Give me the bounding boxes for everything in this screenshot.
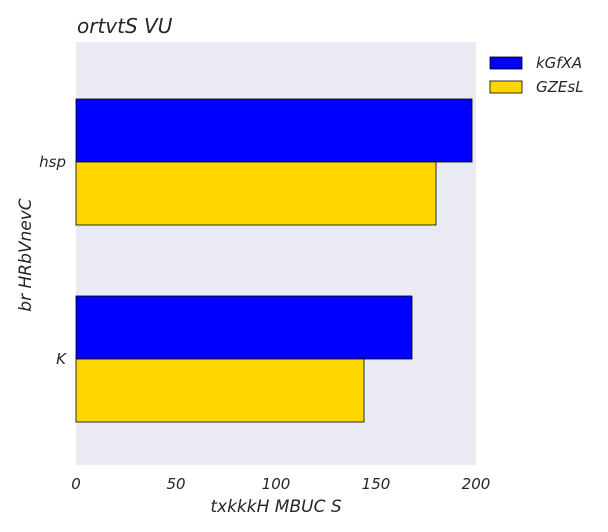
x-tick-label: 200	[462, 475, 491, 493]
legend-label-kGfXA: kGfXA	[536, 54, 582, 72]
legend-swatch-kGfXA	[489, 56, 523, 70]
bar-kGfXA-K	[75, 295, 413, 360]
x-tick-labels: 0 50 100 150 200	[71, 475, 490, 493]
x-tick-label: 150	[362, 475, 391, 493]
bars	[75, 98, 473, 423]
x-tick-label: 100	[262, 475, 291, 493]
x-axis-label: txkkkH MBUC S	[210, 497, 341, 517]
x-tick-label: 50	[166, 475, 185, 493]
x-tick-label: 0	[71, 475, 81, 493]
legend: kGfXA GZEsL	[489, 54, 584, 96]
bar-kGfXA-hsp	[75, 98, 473, 163]
legend-label-GZEsL: GZEsL	[536, 78, 584, 96]
y-tick-label: K	[56, 350, 67, 368]
legend-swatch-GZEsL	[489, 80, 523, 94]
y-axis-label: br HRbVnevC	[16, 198, 36, 311]
bar-GZEsL-K	[75, 358, 365, 423]
y-tick-label: hsp	[39, 153, 66, 171]
bar-GZEsL-hsp	[75, 161, 437, 226]
chart-title: ortvtS VU	[77, 14, 173, 38]
